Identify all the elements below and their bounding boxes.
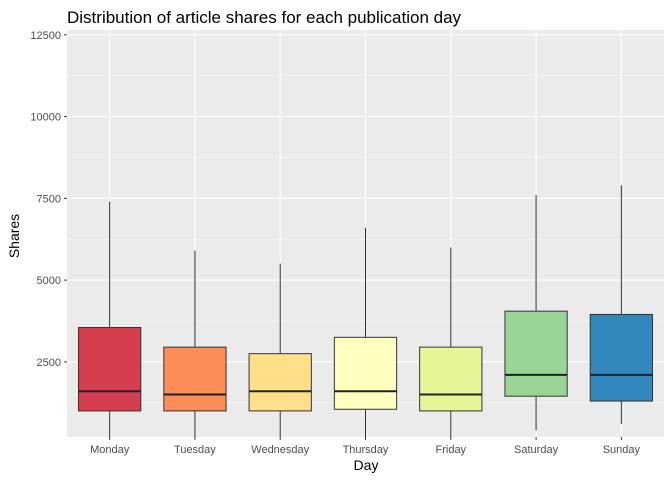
x-tick-label: Tuesday [174, 444, 216, 456]
x-tick-label: Sunday [603, 444, 641, 456]
box-iqr [163, 346, 227, 412]
box-iqr [504, 310, 568, 397]
box-iqr [248, 353, 312, 412]
x-tick-label: Thursday [343, 444, 389, 456]
box-saturday [504, 195, 568, 431]
y-axis-ticks: 2500 5000 7500 10000 12500 [30, 30, 67, 369]
x-tick-label: Friday [436, 444, 467, 456]
x-axis-ticks: Monday Tuesday Wednesday Thursday Friday Satu… [90, 437, 641, 456]
x-tick-label: Wednesday [251, 444, 309, 456]
x-tick-label: Saturday [514, 444, 559, 456]
y-tick-label: 5000 [37, 275, 61, 287]
chart-title: Distribution of article shares for each … [67, 8, 462, 27]
x-tick-label: Monday [90, 444, 130, 456]
y-tick-label: 7500 [37, 193, 61, 205]
box-iqr [333, 336, 398, 410]
box-iqr [78, 327, 142, 412]
y-tick-label: 10000 [30, 112, 61, 124]
box-tuesday [163, 250, 227, 437]
box-thursday [333, 227, 398, 437]
y-axis-title: Shares [6, 214, 22, 258]
box-iqr [589, 313, 653, 402]
x-axis-title: Day [354, 457, 379, 473]
y-tick-label: 2500 [37, 357, 61, 369]
box-monday [78, 201, 142, 437]
y-tick-label: 12500 [30, 30, 61, 42]
box-wednesday [248, 263, 312, 437]
box-friday [419, 247, 483, 437]
box-iqr [419, 346, 483, 412]
box-sunday [589, 185, 653, 424]
box-series [78, 185, 653, 437]
